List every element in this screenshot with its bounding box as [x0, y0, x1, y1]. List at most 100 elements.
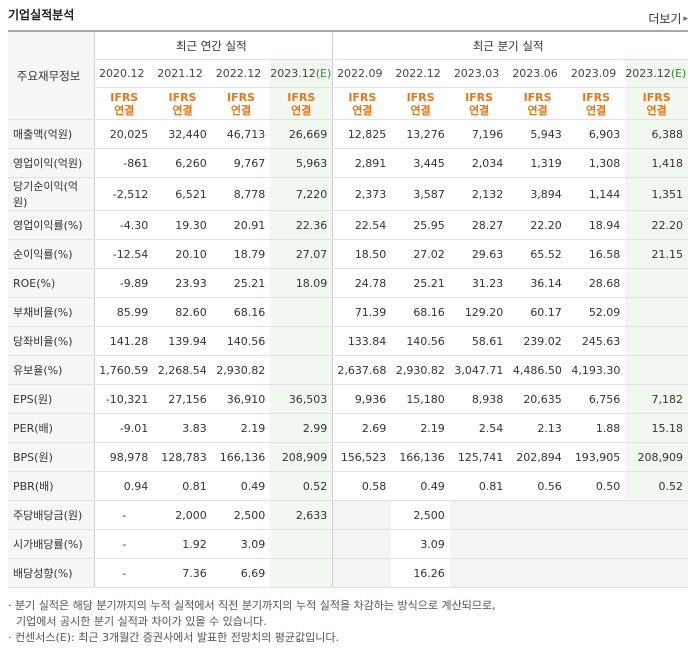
- value-cell: 9,936: [332, 384, 392, 414]
- table-row: 시가배당률(%) -1.92 3.09 3.09: [8, 529, 688, 559]
- value-cell: [270, 326, 333, 356]
- table-row: 유보율(%) 1,760.59 2,268.54 2,930.82 2,637.68 2,…: [8, 355, 688, 385]
- value-cell: 36,503: [270, 384, 333, 414]
- value-cell: 2.99: [270, 413, 333, 443]
- value-cell: 22.20: [625, 210, 688, 240]
- value-cell: 27.07: [270, 239, 333, 269]
- section-header: 기업실적분석 더보기 ▸: [8, 4, 688, 28]
- value-cell: 1,418: [625, 148, 688, 178]
- section-title: 기업실적분석: [8, 8, 75, 22]
- value-cell: [270, 355, 333, 385]
- value-cell: 7,220: [270, 177, 333, 211]
- value-cell: [449, 529, 509, 559]
- value-cell: 5,963: [270, 148, 333, 178]
- value-cell: 3.09: [391, 529, 450, 559]
- row-label: 매출액(억원): [8, 119, 95, 149]
- more-link[interactable]: 더보기 ▸: [648, 10, 688, 27]
- value-cell: 15,180: [391, 384, 450, 414]
- table-row: PER(배) -9.01 3.83 2.19 2.99 2.69 2.19 2.54 2.13 1…: [8, 413, 688, 443]
- table-row: 부채비율(%) 85.99 82.60 68.16 71.39 68.16 129.20 60…: [8, 297, 688, 327]
- value-cell: [449, 558, 509, 588]
- value-cell: 18.09: [270, 268, 333, 298]
- value-cell: 60.17: [508, 297, 567, 327]
- value-cell: [625, 558, 688, 588]
- value-cell: [566, 558, 626, 588]
- row-label: BPS(원): [8, 442, 95, 472]
- value-cell: 141.28: [94, 326, 154, 356]
- value-cell: 18.79: [211, 239, 271, 269]
- value-cell: [508, 500, 567, 530]
- row-label: ROE(%): [8, 268, 95, 298]
- value-cell: [625, 268, 688, 298]
- value-cell: 2,930.82: [211, 355, 271, 385]
- value-cell: 3,894: [508, 177, 567, 211]
- value-cell: 28.27: [449, 210, 509, 240]
- value-cell: 7,182: [625, 384, 688, 414]
- row-label: 유보율(%): [8, 355, 95, 385]
- value-cell: 2,000: [153, 500, 212, 530]
- ifrs-label: IFRS 연결: [270, 87, 333, 120]
- row-label: 영업이익률(%): [8, 210, 95, 240]
- value-cell: 128,783: [153, 442, 212, 472]
- value-cell: -: [94, 529, 154, 559]
- notes: · 분기 실적은 해당 분기까지의 누적 실적에서 직전 분기까지의 누적 실적…: [8, 598, 496, 646]
- value-cell: 27.02: [391, 239, 450, 269]
- value-cell: 32,440: [153, 119, 212, 149]
- period-header: 2023.12(E): [625, 59, 688, 88]
- ifrs-label: IFRS 연결: [449, 87, 509, 120]
- ifrs-label: IFRS 연결: [566, 87, 626, 120]
- value-cell: 27,156: [153, 384, 212, 414]
- row-label: PER(배): [8, 413, 95, 443]
- value-cell: 25.21: [391, 268, 450, 298]
- value-cell: -4.30: [94, 210, 154, 240]
- value-cell: 1.88: [566, 413, 626, 443]
- value-cell: 133.84: [332, 326, 392, 356]
- note-line: · 컨센서스(E): 최근 3개월간 증권사에서 발표한 전망치의 평균값입니다…: [8, 631, 339, 644]
- value-cell: 2.69: [332, 413, 392, 443]
- period-header: 2021.12: [153, 59, 212, 88]
- value-cell: 22.54: [332, 210, 392, 240]
- value-cell: [508, 529, 567, 559]
- value-cell: [566, 529, 626, 559]
- value-cell: -12.54: [94, 239, 154, 269]
- table-row: 배당성향(%) -7.36 6.69 16.26: [8, 558, 688, 588]
- value-cell: 3.83: [153, 413, 212, 443]
- value-cell: 2,891: [332, 148, 392, 178]
- value-cell: -: [94, 558, 154, 588]
- value-cell: 7,196: [449, 119, 509, 149]
- value-cell: 18.94: [566, 210, 626, 240]
- value-cell: 6,388: [625, 119, 688, 149]
- value-cell: 25.95: [391, 210, 450, 240]
- value-cell: 139.94: [153, 326, 212, 356]
- value-cell: 22.36: [270, 210, 333, 240]
- value-cell: 6.69: [211, 558, 271, 588]
- value-cell: 16.58: [566, 239, 626, 269]
- value-cell: 1,144: [566, 177, 626, 211]
- value-cell: 19.30: [153, 210, 212, 240]
- value-cell: -10,321: [94, 384, 154, 414]
- value-cell: 0.50: [566, 471, 626, 501]
- value-cell: -861: [94, 148, 154, 178]
- row-label: 영업이익(억원): [8, 148, 95, 178]
- table-row: 당좌비율(%) 141.28 139.94 140.56 133.84 140.56 58.…: [8, 326, 688, 356]
- value-cell: 2.13: [508, 413, 567, 443]
- value-cell: [332, 500, 392, 530]
- value-cell: 0.52: [625, 471, 688, 501]
- value-cell: -9.89: [94, 268, 154, 298]
- ifrs-label: IFRS 연결: [153, 87, 212, 120]
- value-cell: 29.63: [449, 239, 509, 269]
- value-cell: 46,713: [211, 119, 271, 149]
- value-cell: [625, 500, 688, 530]
- row-label: PBR(배): [8, 471, 95, 501]
- value-cell: 4,193.30: [566, 355, 626, 385]
- note-line: · 분기 실적은 해당 분기까지의 누적 실적에서 직전 분기까지의 누적 실적…: [8, 599, 496, 612]
- period-header: 2023.06: [508, 59, 567, 88]
- value-cell: 68.16: [391, 297, 450, 327]
- table-row: BPS(원) 98,978 128,783 166,136 208,909 156,523…: [8, 442, 688, 472]
- value-cell: 65.52: [508, 239, 567, 269]
- value-cell: [625, 297, 688, 327]
- value-cell: 166,136: [391, 442, 450, 472]
- value-cell: 20.91: [211, 210, 271, 240]
- value-cell: 52.09: [566, 297, 626, 327]
- value-cell: 20.10: [153, 239, 212, 269]
